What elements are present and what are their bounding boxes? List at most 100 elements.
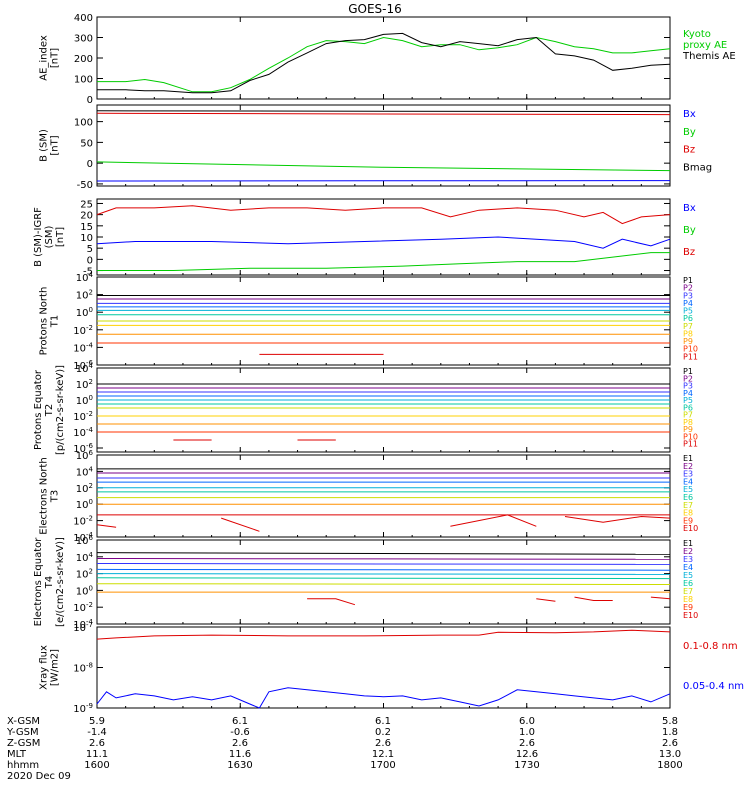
series-line-E9c	[450, 514, 537, 527]
legend-entry: E7	[683, 587, 693, 596]
series-line-Themis-AE	[97, 32, 671, 94]
y-tick-label: 400	[74, 13, 93, 24]
series-line-E7	[96, 583, 671, 585]
y-tick-label: 10-4	[73, 341, 93, 354]
panel-frame	[96, 626, 671, 709]
series-line-Bx	[96, 236, 671, 249]
y-axis-label: T1	[50, 315, 61, 328]
y-tick-label: 10-2	[73, 515, 93, 528]
legend-entry: E3	[683, 470, 693, 479]
legend-entry: E9	[683, 516, 693, 525]
panel-frame	[96, 367, 671, 453]
legend-entry: E8	[683, 595, 693, 604]
legend-entry: Kyoto	[683, 29, 711, 40]
legend-entry: P7	[683, 411, 693, 420]
y-axis-label: AE_index	[39, 35, 50, 81]
y-tick-label: 25	[80, 199, 93, 210]
y-axis-label: T4	[44, 576, 55, 589]
legend-entry: P9	[683, 425, 693, 434]
series-line-E4	[96, 568, 671, 571]
series-line-E9b	[221, 517, 260, 532]
legend-entry: P7	[683, 322, 693, 331]
series-line-E3	[96, 563, 671, 565]
y-axis-label: [p/(cm2-s-sr-keV)]	[55, 365, 66, 455]
legend-entry: P9	[683, 337, 693, 346]
legend-entry: Themis AE	[682, 51, 736, 62]
series-line-0-05-0-4-nm	[96, 687, 671, 709]
y-axis-label: B (SM)	[39, 129, 50, 162]
legend-entry: P5	[683, 307, 693, 316]
legend-entry: E4	[683, 477, 693, 486]
y-axis-label: T3	[50, 490, 61, 503]
y-tick-label: 20	[80, 211, 93, 222]
y-axis-label: [nT]	[50, 48, 61, 68]
series-line-E5	[96, 573, 671, 575]
y-tick-label: 5	[87, 244, 93, 255]
y-tick-label: -50	[77, 180, 93, 191]
y-tick-label: 102	[76, 378, 93, 391]
y-axis-label: [nT]	[50, 135, 61, 155]
y-tick-label: 10-8	[73, 662, 93, 675]
y-tick-label: 104	[76, 551, 94, 564]
legend-entry: By	[683, 225, 696, 236]
series-line-E1	[96, 552, 671, 555]
legend-entry: Bx	[683, 109, 696, 120]
series-line-E9c	[574, 596, 613, 601]
y-tick-label: 10-7	[73, 621, 93, 634]
legend-entry: Bz	[683, 145, 695, 156]
series-line-E9d	[650, 596, 671, 600]
legend-entry: P5	[683, 396, 693, 405]
legend-entry: P11	[683, 352, 698, 361]
y-tick-label: 10-6	[73, 442, 93, 455]
legend-entry: E1	[683, 539, 693, 548]
legend-entry: Bx	[683, 203, 696, 214]
legend-entry: P6	[683, 403, 693, 412]
y-tick-label: 10	[80, 233, 93, 244]
y-tick-label: 106	[76, 449, 94, 462]
series-line-Bz	[96, 205, 671, 225]
y-tick-label: 50	[80, 138, 93, 149]
legend-entry: E3	[683, 555, 693, 564]
y-tick-label: 104	[76, 271, 94, 284]
series-line-Kyoto-proxy-AE	[97, 36, 671, 93]
series-line-0-1-0-8-nm	[96, 629, 671, 640]
y-tick-label: 104	[76, 362, 94, 375]
legend-entry: E2	[683, 462, 693, 471]
legend-entry: proxy AE	[683, 40, 727, 51]
y-axis-label: Xray flux	[39, 645, 50, 690]
series-line-By	[96, 161, 671, 172]
y-tick-label: 10-4	[73, 426, 93, 439]
y-tick-label: 10-6	[73, 359, 93, 372]
y-tick-label: 200	[74, 54, 93, 65]
legend-entry: By	[683, 127, 696, 138]
y-axis-label: Electrons Equator	[33, 537, 44, 627]
y-tick-label: 102	[76, 289, 93, 302]
legend-entry: P2	[683, 284, 693, 293]
legend-entry: P2	[683, 374, 693, 383]
y-tick-label: 102	[76, 568, 93, 581]
series-line-Bz	[96, 112, 671, 116]
y-tick-label: 0	[87, 255, 93, 266]
series-line-E9a	[96, 524, 117, 528]
y-tick-label: 102	[76, 482, 93, 495]
y-axis-label: B (SM)-IGRF	[33, 207, 44, 267]
legend-entry: E9	[683, 603, 693, 612]
series-line-E9d	[564, 515, 671, 523]
y-tick-label: 100	[74, 118, 93, 129]
legend-entry: P6	[683, 314, 693, 323]
y-tick-label: 15	[80, 222, 93, 233]
y-tick-label: 0	[87, 159, 93, 170]
legend-entry: Bz	[683, 247, 695, 258]
y-axis-label: Electrons North	[39, 457, 50, 534]
y-tick-label: 10-4	[73, 618, 93, 631]
legend-entry: P1	[683, 367, 693, 376]
legend-entry: E1	[683, 454, 693, 463]
y-axis-label: [nT]	[55, 227, 66, 247]
y-tick-label: 100	[76, 394, 93, 407]
y-tick-label: 10-2	[73, 410, 93, 423]
legend-entry: P8	[683, 418, 693, 427]
y-tick-label: 100	[76, 498, 93, 511]
legend-entry: P3	[683, 382, 693, 391]
panel-frame	[96, 454, 671, 538]
y-tick-label: 10-2	[73, 601, 93, 614]
